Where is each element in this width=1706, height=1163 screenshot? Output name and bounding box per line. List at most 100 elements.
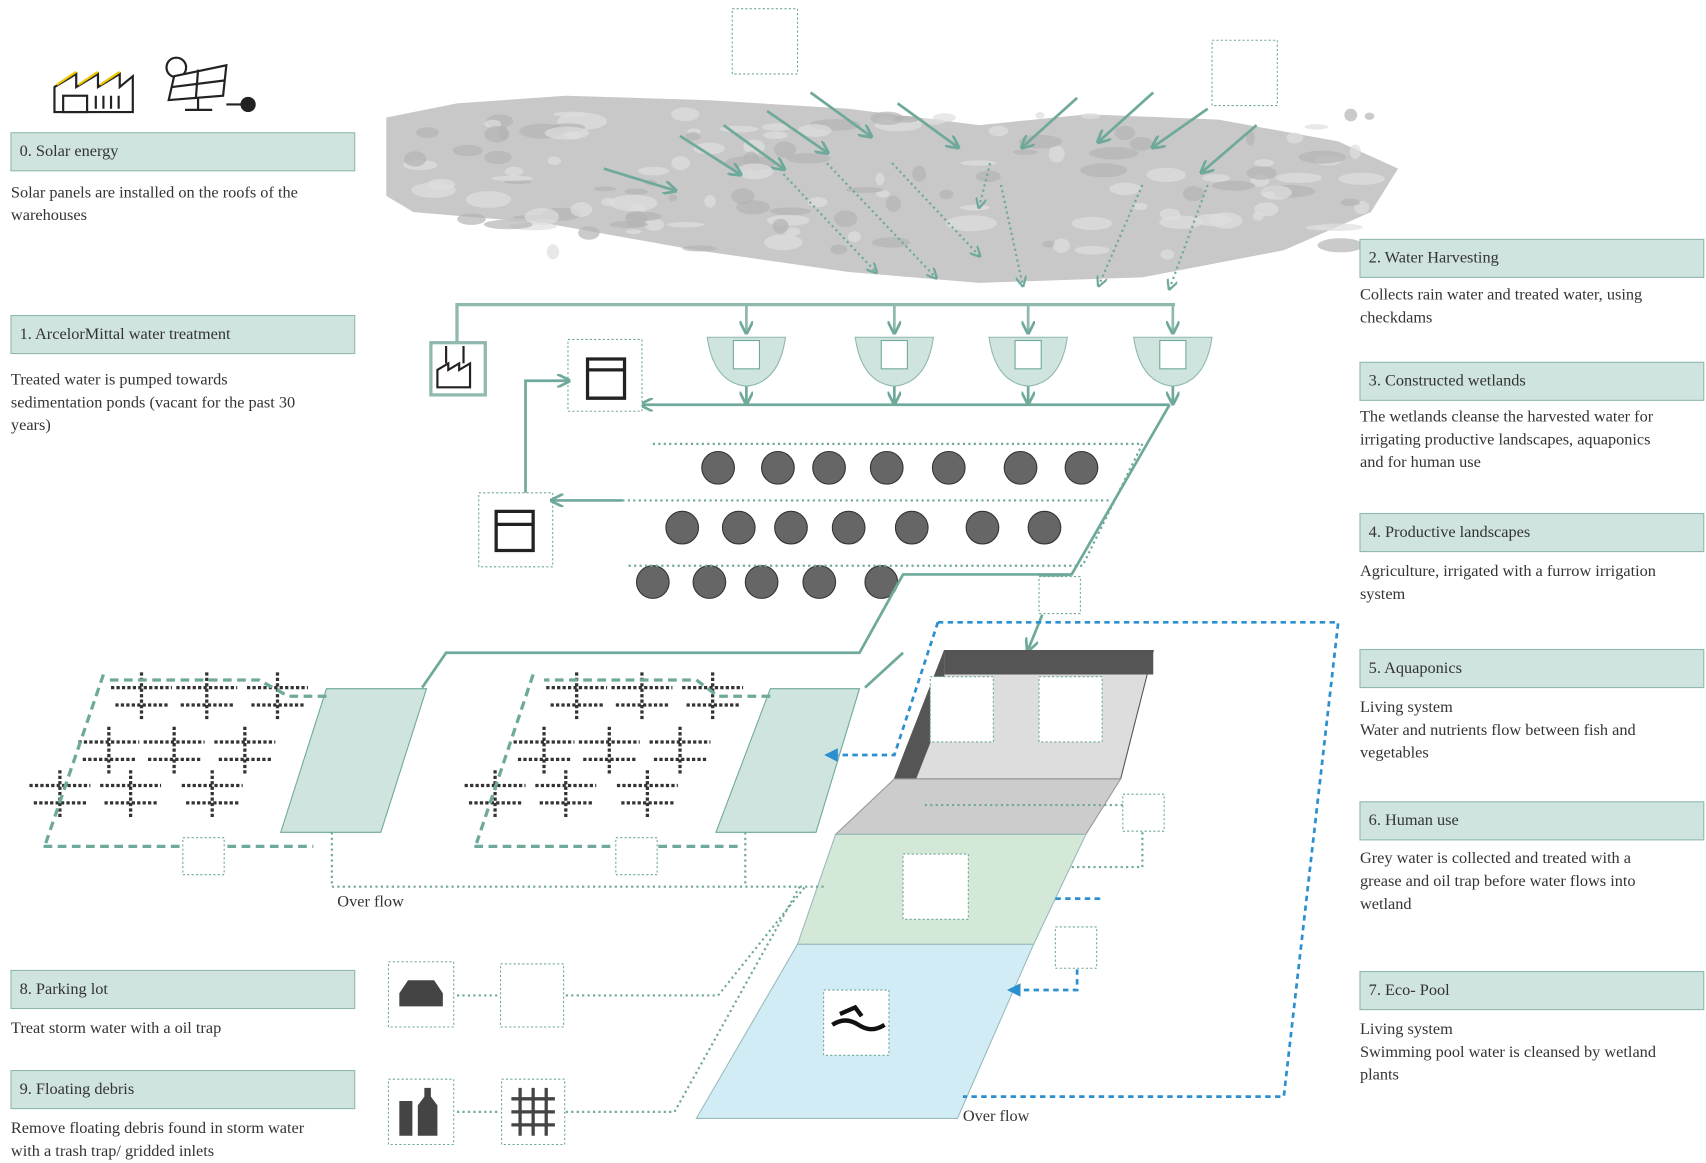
reed-icon [1015, 341, 1041, 369]
cabbage [932, 451, 965, 484]
cabbage [803, 566, 836, 599]
terrain-texture [1314, 224, 1363, 231]
terrain-texture [682, 245, 717, 251]
solar-icon [167, 58, 255, 111]
terrain-texture [484, 220, 533, 230]
terrain-texture [668, 194, 677, 201]
terrain-texture [571, 202, 593, 217]
tomato-plant [214, 727, 275, 775]
terrain-texture [1109, 183, 1141, 195]
trap-icon [1123, 794, 1164, 831]
terrain-texture [1115, 126, 1135, 140]
tomato-plant [465, 770, 526, 818]
overflow-label: Over flow [337, 892, 404, 911]
trap-icon [501, 964, 564, 1027]
terrain-texture [671, 156, 690, 170]
terrain-texture [491, 176, 533, 181]
terrain-texture [886, 196, 901, 212]
step-description: sedimentation ponds (vacant for the past… [11, 392, 295, 411]
terrain-texture [1133, 203, 1148, 210]
uv-icon [1055, 927, 1096, 968]
reed-icon [733, 341, 759, 369]
step-title: 2. Water Harvesting [1369, 248, 1499, 267]
terrain-texture [1071, 217, 1112, 230]
cabbage [813, 451, 846, 484]
terrain-texture [1130, 137, 1154, 151]
tank-icon [588, 359, 625, 398]
terrain-texture [602, 198, 616, 206]
step-description: system [1360, 584, 1406, 603]
pipe [1028, 615, 1042, 650]
terrain-texture [1035, 112, 1044, 119]
tank-icon [496, 511, 533, 550]
terrain-texture [404, 151, 426, 166]
cabbage [966, 511, 999, 544]
terrain-texture [1246, 166, 1276, 180]
terrain-texture [830, 244, 847, 254]
cabbage [722, 511, 755, 544]
terrain-texture [875, 173, 884, 185]
step-description: vegetables [1360, 743, 1429, 762]
step-title: 5. Aquaponics [1369, 658, 1462, 677]
step-description: Grey water is collected and treated with… [1360, 848, 1632, 867]
tomato-plant [29, 770, 90, 818]
terrain-texture [1275, 173, 1321, 183]
terrain-texture [736, 163, 773, 179]
terrain-texture [1081, 113, 1100, 119]
step-description: Living system [1360, 1019, 1453, 1038]
cabbage [693, 566, 726, 599]
step-description: years) [11, 415, 51, 434]
terrain-texture [609, 221, 648, 228]
terrain-texture [625, 188, 648, 194]
uv-icon [616, 838, 657, 875]
step-title: 1. ArcelorMittal water treatment [20, 324, 231, 343]
terrain-texture [848, 231, 861, 242]
terrain-texture [547, 244, 559, 259]
terrain-texture [1089, 147, 1138, 160]
terrain-texture [871, 112, 904, 126]
step-description: irrigating productive landscapes, aquapo… [1360, 429, 1651, 448]
terrain-texture [499, 126, 508, 140]
terrain-texture [731, 188, 755, 204]
step-description: grease and oil trap before water flows i… [1360, 871, 1636, 890]
terrain-texture [625, 229, 641, 234]
step-description: plants [1360, 1065, 1399, 1084]
terrain-texture [1304, 124, 1328, 129]
cabbage [702, 451, 735, 484]
step-title: 4. Productive landscapes [1369, 522, 1531, 541]
terrain-texture [427, 179, 455, 191]
terrain-texture [416, 127, 439, 138]
terrain-texture [946, 215, 997, 231]
terrain-texture [976, 171, 1001, 182]
terrain-texture [1340, 199, 1359, 206]
aquaponics-tank [281, 689, 427, 833]
terrain-texture [686, 132, 701, 140]
step-title: 6. Human use [1369, 810, 1459, 829]
cabbage [1004, 451, 1037, 484]
tomato-plant [514, 727, 575, 775]
step-description: Remove floating debris found in storm wa… [11, 1118, 305, 1137]
terrain-texture [610, 195, 657, 212]
cabbage [895, 511, 928, 544]
step-description: warehouses [11, 205, 87, 224]
diagram: Over flow Over flow 0. Solar energySolar… [0, 0, 1706, 1163]
tomato-plant [579, 727, 640, 775]
terrain-texture [1013, 149, 1037, 154]
step-description: Water and nutrients flow between fish an… [1360, 720, 1636, 739]
terrain-texture [1160, 249, 1174, 259]
step-description: Living system [1360, 697, 1453, 716]
terrain-texture [1147, 168, 1186, 182]
step-description: The wetlands cleanse the harvested water… [1360, 407, 1654, 426]
terrain-texture [1299, 151, 1346, 164]
cabbage [762, 451, 795, 484]
tomato-plant [182, 770, 243, 818]
terrain-texture [1080, 163, 1127, 177]
terrain-texture [1202, 174, 1230, 182]
terrain-texture [1286, 132, 1303, 143]
step-description: Agriculture, irrigated with a furrow irr… [1360, 561, 1656, 580]
terrain-texture [553, 112, 589, 117]
shower-icon [1039, 677, 1102, 742]
terrain-texture [484, 151, 512, 164]
terrain-texture [578, 226, 599, 240]
uv-icon [183, 838, 224, 875]
